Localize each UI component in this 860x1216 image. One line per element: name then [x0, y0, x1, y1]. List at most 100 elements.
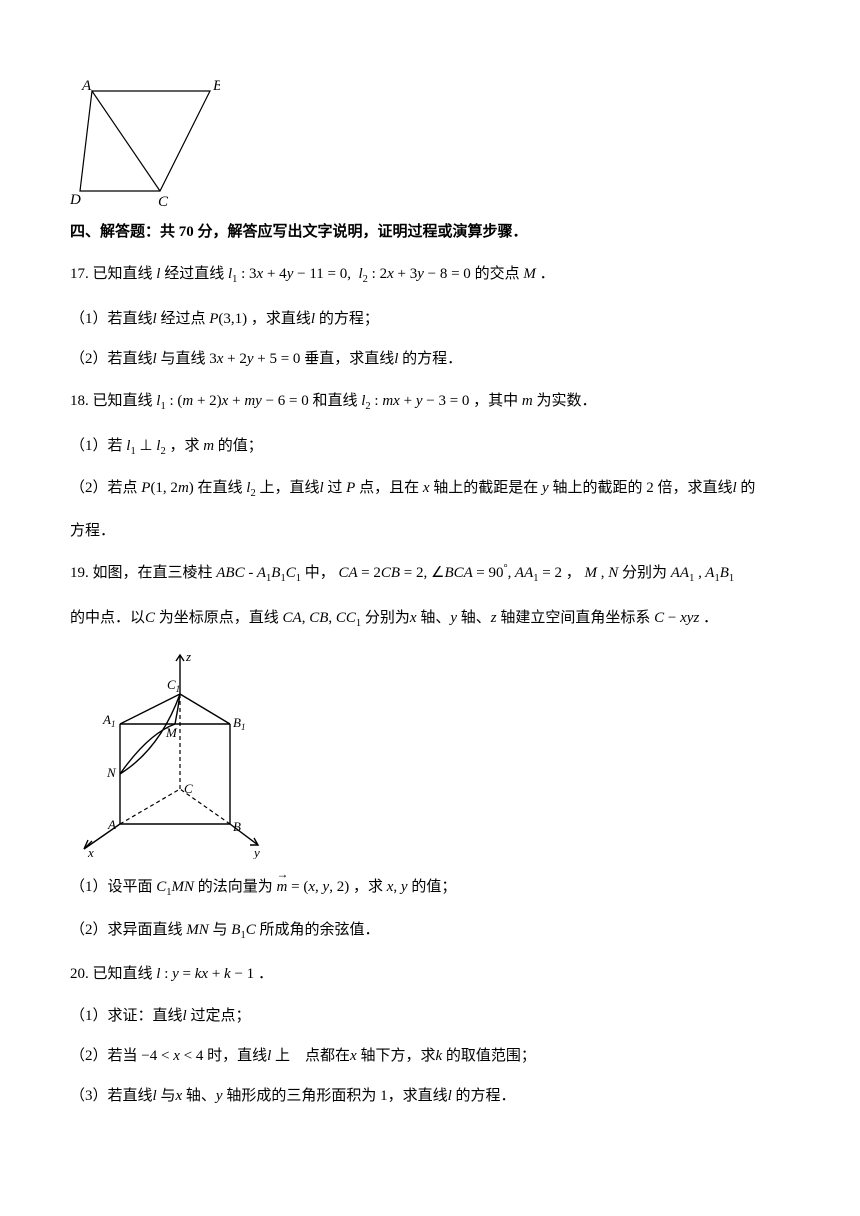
p17-l2: l2 : 2x + 3y − 8 = 0 [358, 266, 470, 282]
p17-sub1: （1）若直线l 经过点 P(3,1) ，求直线l 的方程； [70, 307, 790, 331]
p17-l: l [156, 266, 160, 282]
p18s1b: ，求 [169, 438, 199, 454]
section-4-header: 四、解答题：共 70 分，解答应写出文字说明，证明过程或演算步骤． [70, 220, 790, 244]
p18s2d: 过 [327, 480, 342, 496]
p20s3a: （3）若直线 [70, 1088, 153, 1104]
p17-sub2: （2）若直线l 与直线 3x + 2y + 5 = 0 垂直，求直线l 的方程． [70, 347, 790, 371]
svg-text:z: z [185, 649, 191, 664]
p20s2l: l [267, 1048, 271, 1064]
p20s3l: l [153, 1088, 157, 1104]
p17s1b: 经过点 [160, 311, 205, 327]
svg-text:C: C [158, 194, 169, 206]
p17-M: M [523, 266, 536, 282]
p18s2x: x [423, 480, 430, 496]
p20s2e: 的取值范围； [446, 1048, 536, 1064]
triangle-svg: A B C D [70, 76, 220, 206]
p20s3d: 轴形成的三角形面积为 1，求直线 [226, 1088, 447, 1104]
p18s2f: 轴上的截距是在 [433, 480, 538, 496]
p19l2c: 分别为 [365, 610, 410, 626]
p20s2d: 轴下方，求 [360, 1048, 435, 1064]
p17s2a: （2）若直线 [70, 351, 153, 367]
p18s2e: 点，且在 [359, 480, 419, 496]
p20s3l2: l [448, 1088, 452, 1104]
p19l2f: 轴建立空间直角坐标系 [500, 610, 650, 626]
p19c: ， [566, 565, 581, 581]
p17-period: ． [540, 266, 555, 282]
svg-text:B: B [233, 819, 241, 834]
svg-text:B1: B1 [233, 715, 245, 732]
p18s2l2: l2 [246, 480, 259, 496]
p20s3c: 轴、 [186, 1088, 216, 1104]
p19b: 中， [305, 565, 335, 581]
svg-text:y: y [252, 845, 260, 859]
p17s1c: ，求直线 [251, 311, 311, 327]
p17s2b: 与直线 [160, 351, 205, 367]
p17s2l: l [153, 351, 157, 367]
p19s2c: 所成角的余弦值． [259, 922, 379, 938]
svg-text:C1: C1 [167, 677, 180, 694]
p18s2g: 轴上的截距的 2 倍，求直线 [552, 480, 732, 496]
p19s2b: 与 [213, 922, 228, 938]
p19s2bc: B1C [231, 922, 259, 938]
p19z: z [491, 610, 497, 626]
svg-text:A1: A1 [102, 712, 115, 729]
p17s2d: 的方程． [402, 351, 462, 367]
p19l2b: 为坐标原点，直线 [159, 610, 279, 626]
p20-sub3: （3）若直线l 与x 轴、y 轴形成的三角形面积为 1，求直线l 的方程． [70, 1084, 790, 1108]
p19y: y [450, 610, 457, 626]
p18l1: l1 : (m + 2)x + my − 6 = 0 [156, 393, 308, 409]
p19s1xy: x, y [387, 879, 408, 895]
p19s2mn: MN [186, 922, 209, 938]
p20s3e: 的方程． [456, 1088, 516, 1104]
svg-text:C: C [184, 781, 193, 796]
p19sys: C − xyz [654, 610, 699, 626]
p20s2a: （2）若当 [70, 1048, 138, 1064]
problem-17: 17. 已知直线 l 经过直线 l1 : 3x + 4y − 11 = 0, l… [70, 262, 790, 289]
p17-t1: 经过直线 [164, 266, 224, 282]
p18s2a: （2）若点 [70, 480, 138, 496]
p18s2P: P(1, 2m) [141, 480, 194, 496]
p20s2c: 上 点都在 [275, 1048, 350, 1064]
p19-sub1: （1）设平面 C1MN 的法向量为 m = (x, y, 2) ，求 x, y … [70, 875, 790, 902]
p17-t2: 的交点 [475, 266, 520, 282]
p19-line2: 的中点．以C 为坐标原点，直线 CA, CB, CC1 分别为x 轴、y 轴、z… [70, 606, 790, 633]
p19s1b: 的法向量为 [198, 879, 273, 895]
svg-text:M: M [165, 725, 178, 740]
p20eq: l : y = kx + k − 1 [156, 966, 254, 982]
p20s3b: 与 [160, 1088, 175, 1104]
p18s2l3: l [732, 480, 736, 496]
p20s2k: k [435, 1048, 442, 1064]
p18d: 为实数． [537, 393, 597, 409]
p18-sub2-tail: 方程． [70, 519, 790, 543]
p20s3y: y [216, 1088, 223, 1104]
p20b: ． [258, 966, 273, 982]
p18s1c: 的值； [218, 438, 263, 454]
p19prism: ABC - A1B1C1 [216, 565, 301, 581]
p18s2y: y [542, 480, 549, 496]
svg-text:A: A [107, 817, 116, 832]
p20s2b: 时，直线 [207, 1048, 267, 1064]
svg-text:A: A [81, 78, 92, 94]
p20s1b: 过定点； [190, 1008, 250, 1024]
problem-19: 19. 如图，在直三棱柱 ABC - A1B1C1 中， CA = 2CB = … [70, 561, 790, 588]
p18-sub2: （2）若点 P(1, 2m) 在直线 l2 上，直线l 过 P 点，且在 x 轴… [70, 476, 790, 503]
p18m: m [522, 393, 533, 409]
p19s2a: （2）求异面直线 [70, 922, 183, 938]
p18s2l: l [319, 480, 323, 496]
p19eq: CA = 2CB = 2, ∠BCA = 90°, AA1 = 2 [338, 565, 561, 581]
p17s1l: l [153, 311, 157, 327]
prism-svg: z x y A B C A1 B1 C1 N M [70, 649, 270, 859]
p19l2e: 轴、 [461, 610, 491, 626]
p19s1eq: = (x, y, 2) [287, 879, 349, 895]
p19aa: AA1 , A1B1 [671, 565, 734, 581]
svg-text:D: D [70, 192, 81, 206]
p18l2: l2 : mx + y − 3 = 0 [361, 393, 469, 409]
p19x: x [410, 610, 417, 626]
p18s2b: 在直线 [198, 480, 243, 496]
p20s2x: x [350, 1048, 357, 1064]
p19s1d: 的值； [411, 879, 456, 895]
p19l2g: ． [703, 610, 718, 626]
p20s3x: x [175, 1088, 182, 1104]
p19s1a: （1）设平面 [70, 879, 153, 895]
p19s1c: ，求 [353, 879, 383, 895]
